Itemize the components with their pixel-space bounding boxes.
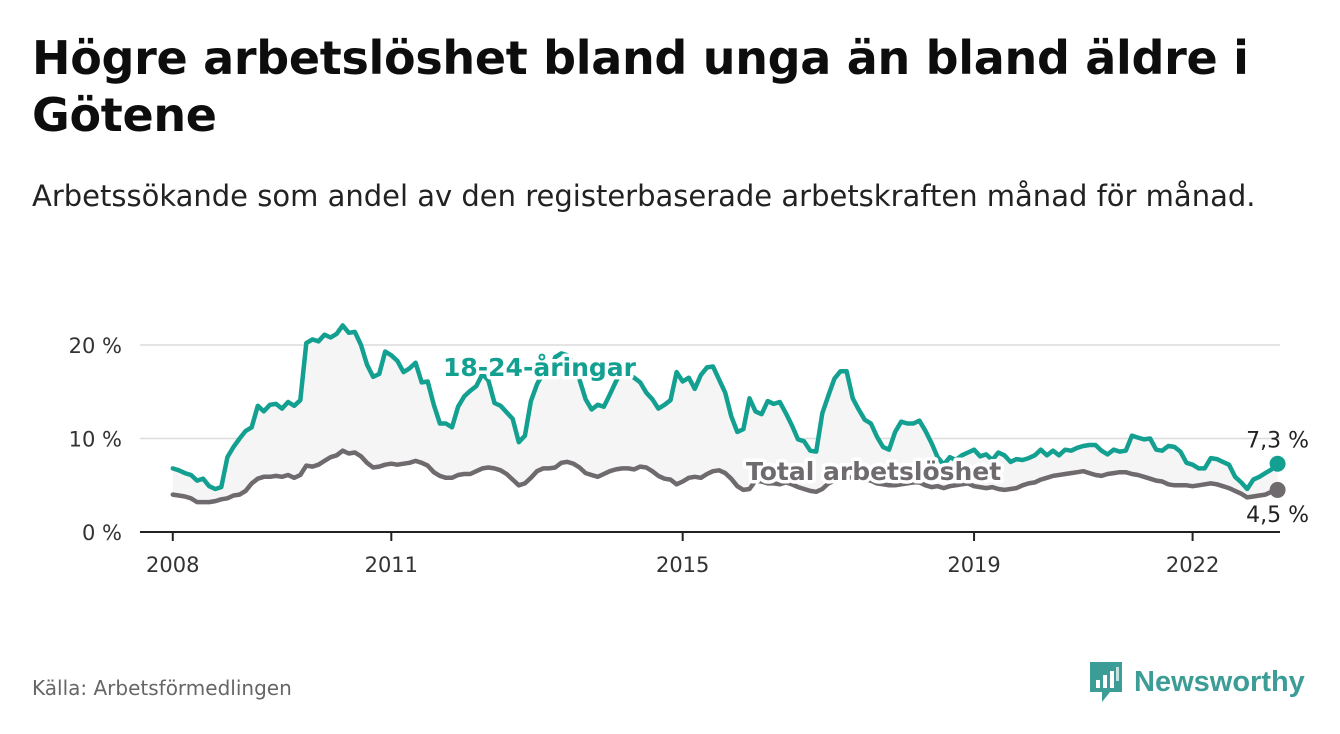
x-tick-label: 2022 <box>1166 553 1219 577</box>
y-axis: 0 % 10 % 20 % <box>69 334 122 545</box>
end-label-total: 4,5 % <box>1246 503 1309 528</box>
gap-fill <box>172 325 1278 503</box>
y-tick-label: 20 % <box>69 334 122 358</box>
chart-logo-icon <box>1090 662 1122 702</box>
y-tick-label: 0 % <box>82 521 122 545</box>
end-point-total <box>1269 481 1286 498</box>
y-tick-label: 10 % <box>69 428 122 452</box>
source-note: Källa: Arbetsförmedlingen <box>32 676 292 700</box>
end-point-youth <box>1269 455 1286 472</box>
chart-subtitle: Arbetssökande som andel av den registerb… <box>32 179 1256 213</box>
brand-logo: Newsworthy <box>1088 660 1305 704</box>
x-tick-label: 2011 <box>365 553 418 577</box>
chart-title: Högre arbetslöshet bland unga än bland ä… <box>32 31 1249 142</box>
x-tick-label: 2008 <box>146 553 199 577</box>
brand-name: Newsworthy <box>1134 665 1305 698</box>
x-axis: 2008 2011 2015 2019 2022 <box>140 531 1280 577</box>
series-label-youth-halo: 18-24-åringar <box>443 353 637 382</box>
series-lines <box>170 323 1286 505</box>
series-line-youth <box>170 323 1280 492</box>
x-tick-label: 2015 <box>656 553 709 577</box>
x-tick-label: 2019 <box>947 553 1000 577</box>
series-line-total <box>170 448 1280 505</box>
gap-area <box>172 325 1278 503</box>
end-label-youth: 7,3 % <box>1246 429 1309 454</box>
series-label-total-halo: Total arbetslöshet <box>746 457 1001 486</box>
series-label-youth: 18-24-åringar <box>443 353 637 382</box>
line-chart: 0 % 10 % 20 % 2008 2011 2015 2019 2022 18-24-å… <box>69 323 1310 577</box>
series-label-total: Total arbetslöshet <box>746 457 1001 486</box>
